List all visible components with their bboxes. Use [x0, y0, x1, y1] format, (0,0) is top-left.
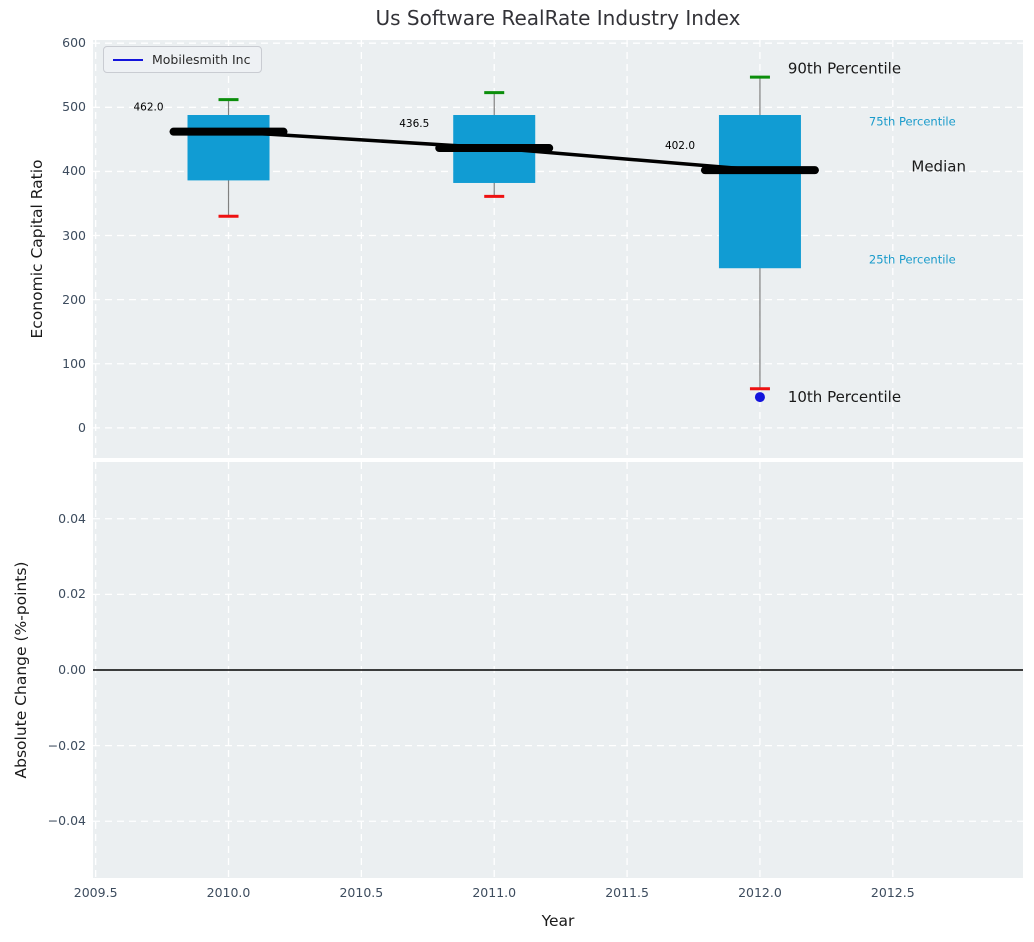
- median-annotation: 462.0: [134, 102, 164, 114]
- percentile-label: Median: [911, 157, 966, 175]
- legend-line-icon: [113, 58, 143, 61]
- iqr-box: [187, 115, 270, 181]
- top-plot-svg: 462.0 436.5 402.0 90th Percentile 75th Perce…: [93, 40, 1023, 458]
- axes-economic-capital-ratio: 462.0 436.5 402.0 90th Percentile 75th Perce…: [93, 40, 1023, 458]
- y-tick-label: 100: [62, 355, 86, 371]
- percentile-label: 75th Percentile: [869, 115, 956, 129]
- x-axis-label: Year: [541, 912, 575, 930]
- y-tick-label: −0.02: [47, 737, 86, 753]
- percentile-label: 10th Percentile: [788, 388, 901, 406]
- median-annotation: 402.0: [665, 140, 695, 152]
- y-tick-label: 0.00: [58, 662, 86, 677]
- company-point: [754, 392, 765, 403]
- x-tick-label: 2012.0: [738, 885, 782, 900]
- x-tick-label: 2009.5: [73, 885, 118, 900]
- y-tick-label: 600: [62, 35, 86, 51]
- y-tick-label: 300: [62, 227, 86, 243]
- axes-absolute-change: [93, 462, 1023, 878]
- iqr-box: [718, 115, 801, 269]
- percentile-label: 90th Percentile: [788, 59, 901, 77]
- y-tick-label: −0.04: [47, 813, 86, 829]
- x-tick-label: 2012.5: [870, 885, 915, 900]
- y-axis-label-bottom: Absolute Change (%-points): [12, 561, 30, 779]
- y-tick-label: 200: [62, 291, 86, 307]
- legend-label: Mobilesmith Inc: [152, 52, 251, 67]
- y-tick-label: 0.04: [58, 510, 86, 526]
- x-tick-label: 2010.0: [206, 885, 251, 900]
- x-tick-label: 2010.5: [339, 885, 384, 900]
- chart-title: Us Software RealRate Industry Index: [375, 6, 741, 30]
- y-tick-label: 500: [62, 99, 86, 115]
- bottom-plot-svg: [93, 462, 1023, 878]
- y-tick-label: 0: [78, 419, 86, 435]
- y-tick-label: 400: [62, 163, 86, 179]
- y-tick-label: 0.02: [58, 586, 86, 602]
- x-tick-label: 2011.5: [605, 885, 649, 900]
- percentile-label: 25th Percentile: [869, 252, 956, 266]
- x-tick-label: 2011.0: [472, 885, 517, 900]
- median-annotation: 436.5: [399, 118, 429, 130]
- legend: Mobilesmith Inc: [103, 46, 263, 73]
